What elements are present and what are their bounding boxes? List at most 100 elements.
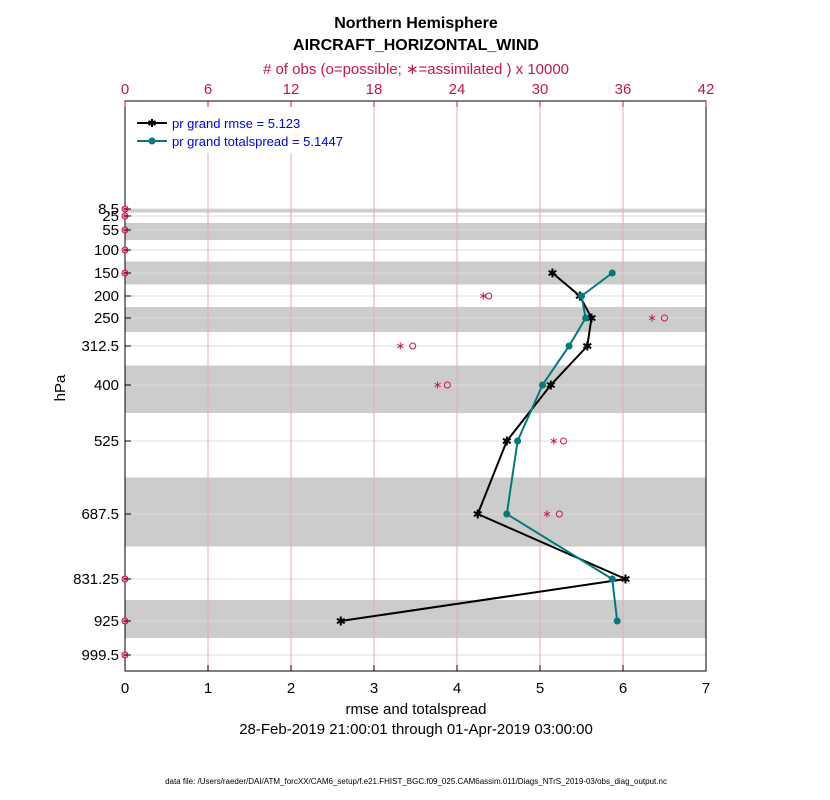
star-stroke [121, 206, 129, 212]
top-tick-label: 30 [532, 81, 549, 98]
totalspread-point [582, 314, 590, 322]
top-tick-label: 6 [204, 81, 212, 98]
legend-marker [148, 119, 156, 127]
y-tick-label: 687.5 [81, 506, 119, 523]
y-tick-label: 150 [94, 265, 119, 282]
rmse-point [546, 380, 556, 390]
obs-assimilated-point [121, 651, 129, 659]
star-stroke [121, 270, 129, 276]
star-stroke [587, 314, 596, 322]
obs-possible-point [409, 342, 417, 350]
rmse-point [548, 268, 557, 278]
y-tick-label: 831.25 [73, 571, 119, 588]
chart-title: Northern Hemisphere [334, 15, 498, 32]
legend: pr grand rmse = 5.123 pr grand totalsprea… [131, 107, 371, 153]
y-tick-label: 25 [102, 208, 119, 225]
layer-band [125, 600, 706, 638]
star-stroke [548, 269, 557, 277]
layer-band [125, 223, 706, 240]
obs-assimilated-point [121, 212, 129, 220]
rmse-point [582, 341, 592, 351]
totalspread-point [578, 292, 585, 300]
totalspread-point [608, 269, 616, 277]
y-tick-label: 100 [94, 242, 119, 259]
x-tick-label: 5 [536, 680, 544, 697]
x-tick-label: 3 [370, 680, 378, 697]
rmse-point [621, 574, 630, 584]
obs-possible-point [555, 510, 563, 518]
layer-band [125, 365, 706, 413]
y-tick-label: 525 [94, 433, 119, 450]
rmse-point [336, 616, 346, 626]
x-tick-label: 0 [121, 680, 129, 697]
obs-assimilated-point [121, 269, 129, 277]
y-tick-label: 312.5 [81, 338, 119, 355]
star-stroke [582, 342, 592, 350]
star-stroke [148, 120, 156, 126]
y-tick-label: 250 [94, 310, 119, 327]
x-tick-label: 1 [204, 680, 212, 697]
obs-assimilated-point [121, 246, 129, 254]
x-tick-label: 7 [702, 680, 710, 697]
date-range-label: 28-Feb-2019 21:00:01 through 01-Apr-2019… [239, 721, 593, 738]
obs-assimilated-point [550, 437, 558, 445]
top-tick-label: 0 [121, 81, 129, 98]
totalspread-point [608, 575, 616, 583]
top-tick-label: 12 [283, 81, 300, 98]
x-tick-label: 6 [619, 680, 627, 697]
x-tick-label: 4 [453, 680, 461, 697]
top-tick-label: 36 [615, 81, 632, 98]
data-file-footnote: data file: /Users/raeder/DAI/ATM_forcXX/… [165, 777, 667, 786]
obs-assimilated-point [121, 617, 129, 625]
totalspread-point [514, 437, 522, 445]
obs-assimilated-point [121, 226, 129, 234]
y-axis-label: hPa [52, 374, 69, 401]
obs-possible-point [485, 292, 493, 300]
obs-possible-point [443, 381, 451, 389]
legend-totalspread-label: pr grand totalspread = 5.1447 [172, 134, 343, 149]
star-stroke [480, 293, 487, 299]
star-stroke [121, 618, 129, 624]
rmse-point [587, 313, 596, 323]
star-stroke [502, 437, 512, 445]
star-stroke [121, 227, 129, 233]
legend-marker [148, 137, 156, 145]
obs-assimilated-point [648, 314, 656, 322]
obs-assimilated-point [121, 205, 129, 213]
obs-assimilated-point [121, 575, 129, 583]
top-tick-label: 42 [698, 81, 715, 98]
layer-band [125, 307, 706, 332]
obs-assimilated-point [543, 510, 551, 518]
rmse-point [502, 436, 512, 446]
y-tick-label: 400 [94, 377, 119, 394]
star-stroke [397, 343, 404, 349]
y-tick-label: 925 [94, 613, 119, 630]
totalspread-point [613, 617, 621, 625]
star-stroke [550, 438, 558, 444]
x-tick-label: 2 [287, 680, 295, 697]
star-stroke [121, 652, 129, 658]
y-tick-label: 55 [102, 222, 119, 239]
y-tick-label: 999.5 [81, 647, 119, 664]
star-stroke [473, 510, 483, 518]
obs-assimilated-point [480, 292, 487, 300]
totalspread-point [503, 510, 511, 518]
star-stroke [121, 213, 129, 219]
layer-band [125, 209, 706, 213]
star-stroke [434, 382, 441, 388]
obs-assimilated-point [397, 342, 404, 350]
legend-rmse-label: pr grand rmse = 5.123 [172, 116, 300, 131]
star-stroke [648, 315, 656, 321]
totalspread-point [538, 381, 546, 389]
star-stroke [121, 247, 129, 253]
plot-frame [124, 100, 707, 672]
x-axis-label: rmse and totalspread [346, 701, 487, 718]
top-tick-label: 24 [449, 81, 466, 98]
y-tick-label: 8.5 [98, 201, 119, 218]
star-stroke [121, 576, 129, 582]
y-tick-label: 200 [94, 288, 119, 305]
star-stroke [336, 617, 346, 625]
star-stroke [546, 381, 556, 389]
top-axis-label: # of obs (o=possible; ∗=assimilated ) x … [263, 61, 569, 78]
